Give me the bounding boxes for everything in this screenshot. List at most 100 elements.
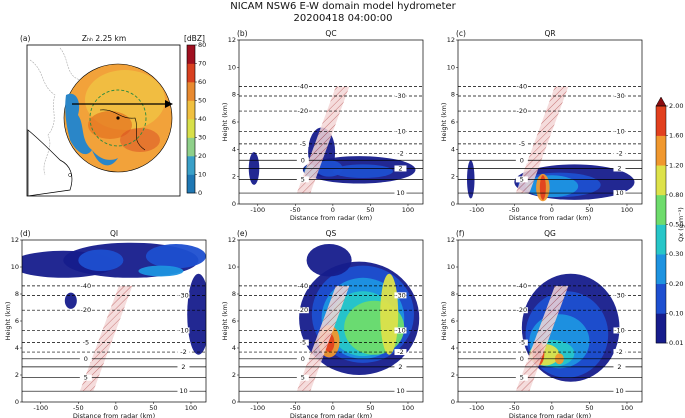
y-tick-label: 8 xyxy=(451,290,455,298)
isotherm-label: -2 xyxy=(616,149,622,157)
y-tick-label: 2 xyxy=(15,371,19,379)
x-tick-label: 100 xyxy=(402,404,414,412)
isotherm-label: -40 xyxy=(517,82,528,90)
colorbar-segment xyxy=(656,283,666,314)
y-tick-label: 0 xyxy=(232,200,236,208)
isotherm-label-bg xyxy=(613,349,626,356)
isotherm-label: -20 xyxy=(517,107,528,115)
x-tick-label: 100 xyxy=(621,206,633,214)
y-tick-label: 8 xyxy=(232,290,236,298)
isotherm-label: -40 xyxy=(517,282,528,290)
isotherm-label: -2 xyxy=(397,149,403,157)
panel-title: QI xyxy=(110,229,118,238)
y-tick-label: 6 xyxy=(232,317,236,325)
isotherm-label-bg xyxy=(394,363,407,370)
colorbar-segment xyxy=(656,254,666,285)
y-tick-label: 8 xyxy=(232,91,236,99)
isotherm-label: 2 xyxy=(617,164,621,172)
isotherm-label: 2 xyxy=(617,363,621,371)
x-axis-label: Distance from radar (km) xyxy=(73,412,155,418)
isotherm-label-bg xyxy=(296,176,309,183)
isotherm-label: 10 xyxy=(179,387,187,395)
panel-label: (a) xyxy=(20,34,31,43)
x-axis-label: Distance from radar (km) xyxy=(290,214,372,222)
panel-label: (c) xyxy=(456,29,466,38)
x-tick-label: -100 xyxy=(33,404,48,412)
isotherm-label: 5 xyxy=(301,374,305,382)
x-tick-label: 50 xyxy=(585,206,593,214)
colorbar-label: Qx (g m⁻³) xyxy=(677,207,685,242)
isotherm-label: -20 xyxy=(517,306,528,314)
isotherm-label-bg xyxy=(177,292,190,299)
colorbar-tick-label: 0.20 xyxy=(669,280,683,288)
isotherm-label-bg xyxy=(613,388,626,395)
colorbar-tick-label: 0.50 xyxy=(669,221,683,229)
colorbar-segment xyxy=(187,63,195,83)
isotherm-label-bg xyxy=(613,128,626,135)
y-tick-label: 8 xyxy=(451,91,455,99)
isotherm-label-bg xyxy=(515,355,528,362)
y-tick-label: 6 xyxy=(232,118,236,126)
isotherm-label: 5 xyxy=(520,175,524,183)
isotherm-label: -2 xyxy=(616,348,622,356)
isotherm-label-bg xyxy=(394,150,407,157)
isotherm-label: 2 xyxy=(398,363,402,371)
isotherm-label: 5 xyxy=(520,374,524,382)
x-tick-label: 50 xyxy=(149,404,157,412)
panel-label: (b) xyxy=(237,29,248,38)
x-tick-label: 100 xyxy=(621,404,633,412)
x-tick-label: 50 xyxy=(366,206,374,214)
isotherm-label-bg xyxy=(394,292,407,299)
isotherm-label-bg xyxy=(79,282,92,289)
isotherm-label: -20 xyxy=(298,306,309,314)
isotherm-label: -2 xyxy=(397,348,403,356)
x-tick-label: -50 xyxy=(509,404,520,412)
isotherm-label-bg xyxy=(296,157,309,164)
hydrometeor-region xyxy=(187,273,206,355)
isotherm-label: 10 xyxy=(615,189,623,197)
y-tick-label: 10 xyxy=(228,63,236,71)
isotherm-label-bg xyxy=(515,140,528,147)
isotherm-label: -10 xyxy=(614,326,625,334)
colorbar-tick-label: 20 xyxy=(198,152,206,160)
x-tick-label: -50 xyxy=(73,404,84,412)
y-tick-label: 0 xyxy=(451,200,455,208)
x-tick-label: -100 xyxy=(469,206,484,214)
map-layer xyxy=(27,47,173,196)
y-tick-label: 10 xyxy=(11,263,19,271)
y-tick-label: 2 xyxy=(451,371,455,379)
isotherm-label: -5 xyxy=(300,339,306,347)
y-tick-label: 12 xyxy=(228,236,236,244)
isotherm-label-bg xyxy=(296,83,309,90)
colorbar-extend xyxy=(655,96,667,107)
isotherm-label: 0 xyxy=(301,156,305,164)
isotherm-label: -20 xyxy=(81,306,92,314)
y-tick-label: 0 xyxy=(232,398,236,406)
colorbar-segment xyxy=(187,82,195,101)
x-axis-label: Distance from radar (km) xyxy=(509,214,591,222)
colorbar-segment xyxy=(187,100,195,120)
isotherm-label: -40 xyxy=(81,282,92,290)
isotherm-label-bg xyxy=(515,282,528,289)
hydrometeor-region xyxy=(306,244,352,277)
hatched-band xyxy=(515,285,569,392)
isotherm-label: -5 xyxy=(519,339,525,347)
isotherm-label: 10 xyxy=(615,387,623,395)
x-tick-label: -50 xyxy=(290,404,301,412)
isotherm-label-bg xyxy=(613,93,626,100)
isotherm-label-bg xyxy=(515,307,528,314)
isotherm-label-bg xyxy=(515,83,528,90)
x-tick-label: 0 xyxy=(114,404,118,412)
y-tick-label: 2 xyxy=(451,173,455,181)
colorbar-label: [dBZ] xyxy=(184,34,205,43)
x-tick-label: 100 xyxy=(402,206,414,214)
y-tick-label: 6 xyxy=(451,118,455,126)
isotherm-label-bg xyxy=(296,108,309,115)
isotherm-label-bg xyxy=(613,363,626,370)
panel-title: QC xyxy=(325,29,336,38)
colorbar-segment xyxy=(656,313,666,344)
